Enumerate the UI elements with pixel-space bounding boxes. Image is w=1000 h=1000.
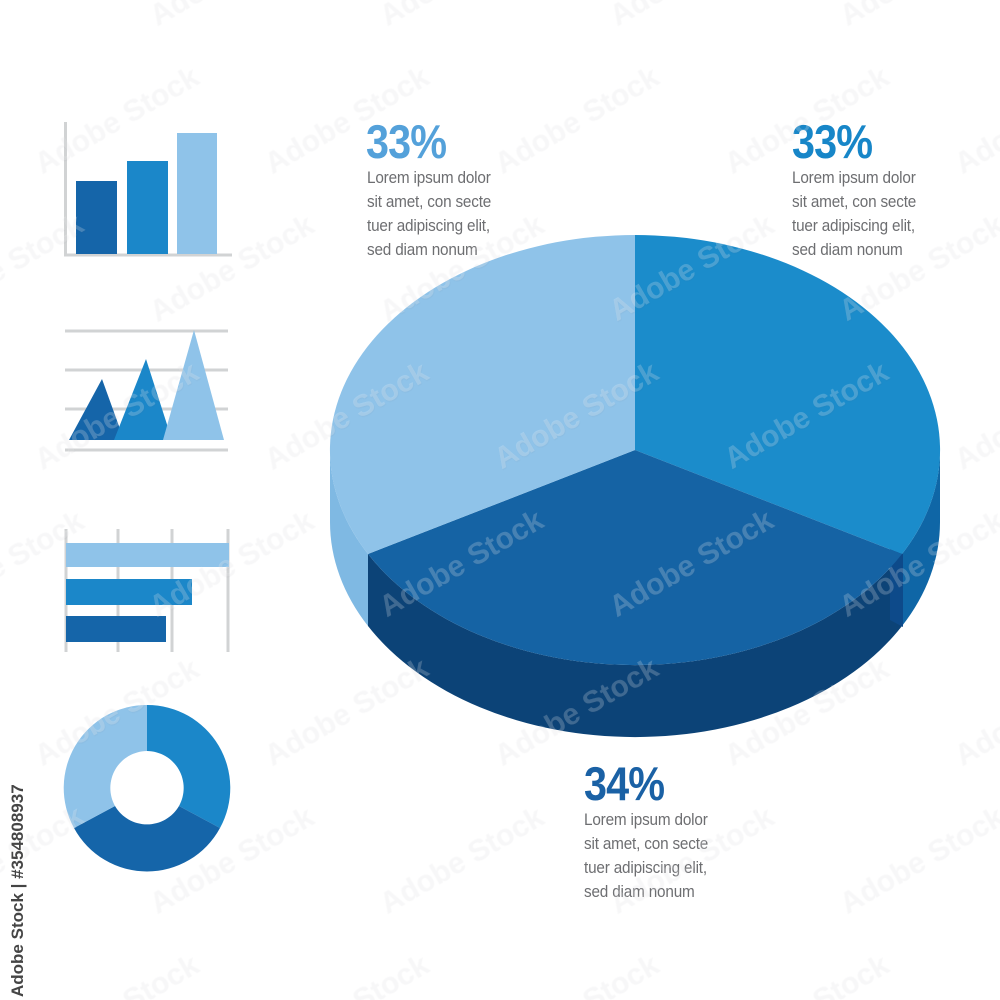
lorem-line: sed diam nonum <box>367 240 478 259</box>
label-bottom-percent-block: 34% <box>584 760 675 807</box>
donut-slice-medium <box>147 704 231 828</box>
pie-side-medium <box>902 450 940 626</box>
label-top-left-text: Lorem ipsum dolor sit amet, con secte tu… <box>367 166 505 262</box>
lorem-line: tuer adipiscing elit, <box>792 216 915 235</box>
lorem-line: sit amet, con secte <box>584 834 709 853</box>
label-top-right-text: Lorem ipsum dolor sit amet, con secte tu… <box>792 166 930 262</box>
lorem-line: sed diam nonum <box>792 240 903 259</box>
horizontal-bar-chart-icon <box>64 529 230 652</box>
pie-slice-top-right <box>635 235 941 554</box>
lorem-line: Lorem ipsum dolor <box>792 168 916 187</box>
stock-id-label: Adobe Stock | #354808937 <box>8 784 27 997</box>
lorem-line: tuer adipiscing elit, <box>367 216 490 235</box>
label-top-left-percent-block: 33% <box>366 118 457 165</box>
donut-slice-light <box>63 704 147 828</box>
hbar-medium <box>66 579 192 605</box>
pie-side-cut-face <box>890 549 903 627</box>
triangle-dark <box>69 379 124 440</box>
label-bottom-text: Lorem ipsum dolor sit amet, con secte tu… <box>584 808 722 904</box>
pie-slice-top-left <box>329 235 635 554</box>
lorem-line: sit amet, con secte <box>367 192 492 211</box>
bar-light <box>177 133 217 254</box>
lorem-line: sed diam nonum <box>584 882 695 901</box>
pie-side-light <box>329 450 368 626</box>
label-top-right-percent-block: 33% <box>792 118 883 165</box>
bar-dark <box>76 181 117 254</box>
pie-chart-3d <box>329 235 941 738</box>
lorem-line: Lorem ipsum dolor <box>584 810 708 829</box>
donut-slice-dark <box>74 806 220 872</box>
bar-medium <box>127 161 168 254</box>
pie-side-dark <box>368 554 902 738</box>
bar-chart-icon <box>64 122 232 257</box>
hbar-light <box>66 543 229 567</box>
percent-value: 33% <box>792 115 873 168</box>
hbar-dark <box>66 616 166 642</box>
lorem-line: tuer adipiscing elit, <box>584 858 707 877</box>
percent-value: 33% <box>366 115 447 168</box>
lorem-line: Lorem ipsum dolor <box>367 168 491 187</box>
triangle-chart-icon <box>65 329 228 452</box>
percent-value: 34% <box>584 757 665 810</box>
pie-slice-bottom <box>368 450 902 666</box>
lorem-line: sit amet, con secte <box>792 192 917 211</box>
triangle-medium <box>114 359 172 440</box>
donut-chart-icon <box>63 704 231 872</box>
triangle-light <box>163 330 224 440</box>
